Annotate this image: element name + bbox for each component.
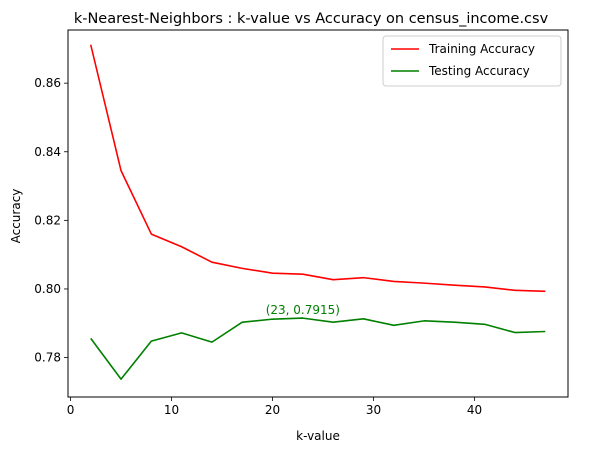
plot-area-frame bbox=[67, 29, 569, 398]
y-tick-label: 0.78 bbox=[34, 351, 61, 365]
legend-testing-label: Testing Accuracy bbox=[428, 64, 530, 78]
x-tick-label: 30 bbox=[366, 403, 381, 417]
legend-box bbox=[382, 35, 562, 87]
y-axis-label: Accuracy bbox=[9, 189, 23, 244]
y-tick-label: 0.86 bbox=[34, 76, 61, 90]
x-tick-label: 0 bbox=[67, 403, 75, 417]
chart-title: k-Nearest-Neighbors : k-value vs Accurac… bbox=[74, 11, 549, 27]
y-tick-label: 0.84 bbox=[34, 145, 61, 159]
y-tick-label: 0.82 bbox=[34, 213, 61, 227]
max-testing-accuracy-annotation: (23, 0.7915) bbox=[266, 303, 340, 317]
testing-accuracy-line bbox=[90, 317, 546, 380]
legend-training-label: Training Accuracy bbox=[428, 42, 535, 56]
x-tick-label: 10 bbox=[164, 403, 179, 417]
x-axis-label: k-value bbox=[296, 429, 340, 443]
y-tick-label: 0.80 bbox=[34, 282, 61, 296]
x-tick-label: 20 bbox=[265, 403, 280, 417]
x-tick-label: 40 bbox=[467, 403, 482, 417]
training-accuracy-line bbox=[89, 44, 546, 293]
